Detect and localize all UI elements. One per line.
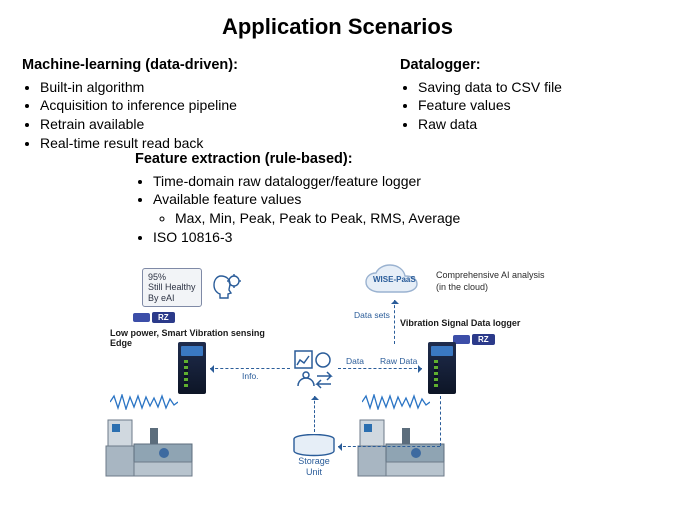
analytics-icon <box>294 350 334 390</box>
storage-icon <box>292 434 336 454</box>
list-item: Built-in algorithm <box>40 78 332 97</box>
list-item: Time-domain raw datalogger/feature logge… <box>153 172 575 191</box>
renesas-rz-badge: RZ <box>152 312 175 323</box>
list-item: Raw data <box>418 115 650 134</box>
callout-line: By eAI <box>148 293 196 303</box>
cnc-machine-icon <box>356 414 452 480</box>
flow-label-data: Data <box>346 356 364 366</box>
page-title: Application Scenarios <box>0 0 675 40</box>
storage-label: Unit <box>291 467 337 477</box>
section-fe-heading: Feature extraction (rule-based): <box>135 150 575 170</box>
flow-line <box>338 446 440 447</box>
renesas-rz-badge: RZ <box>472 334 495 345</box>
cloud-name: WISE-PaaS <box>373 275 416 284</box>
flow-label-datasets: Data sets <box>354 310 390 320</box>
storage-label: Storage <box>291 456 337 466</box>
flow-line <box>338 368 422 369</box>
list-item: Acquisition to inference pipeline <box>40 96 332 115</box>
section-datalogger: Datalogger: Saving data to CSV file Feat… <box>400 56 650 134</box>
flow-line <box>210 368 290 369</box>
list-item: Max, Min, Peak, Peak to Peak, RMS, Avera… <box>175 209 575 228</box>
section-dl-heading: Datalogger: <box>400 56 650 76</box>
waveform-icon <box>362 394 430 410</box>
right-edge-label: Vibration Signal Data logger <box>400 318 520 328</box>
flow-line <box>394 300 395 344</box>
ai-brain-icon <box>208 272 242 302</box>
waveform-icon <box>110 394 178 410</box>
flow-line <box>314 396 315 432</box>
list-item: ISO 10816-3 <box>153 228 575 247</box>
edge-device-icon <box>178 342 206 394</box>
list-item: Saving data to CSV file <box>418 78 650 97</box>
section-feature-extraction: Feature extraction (rule-based): Time-do… <box>135 150 575 247</box>
cloud-text: (in the cloud) <box>436 282 488 292</box>
list-item: Available feature values Max, Min, Peak,… <box>153 190 575 228</box>
callout-line: Still Healthy <box>148 282 196 292</box>
flow-label-rawdata: Raw Data <box>380 356 417 366</box>
logger-device-icon <box>428 342 456 394</box>
section-ml: Machine-learning (data-driven): Built-in… <box>22 56 332 153</box>
list-item: Feature values <box>418 96 650 115</box>
callout-line: 95% <box>148 272 196 282</box>
cloud-text: Comprehensive AI analysis <box>436 270 545 280</box>
architecture-diagram: 95% Still Healthy By eAI RZ RZ Low power… <box>110 268 580 488</box>
flow-label-info: Info. <box>242 371 259 381</box>
section-ml-heading: Machine-learning (data-driven): <box>22 56 332 76</box>
health-callout: 95% Still Healthy By eAI <box>142 268 202 307</box>
list-item: Retrain available <box>40 115 332 134</box>
flow-line <box>440 396 441 446</box>
cnc-machine-icon <box>104 414 200 480</box>
